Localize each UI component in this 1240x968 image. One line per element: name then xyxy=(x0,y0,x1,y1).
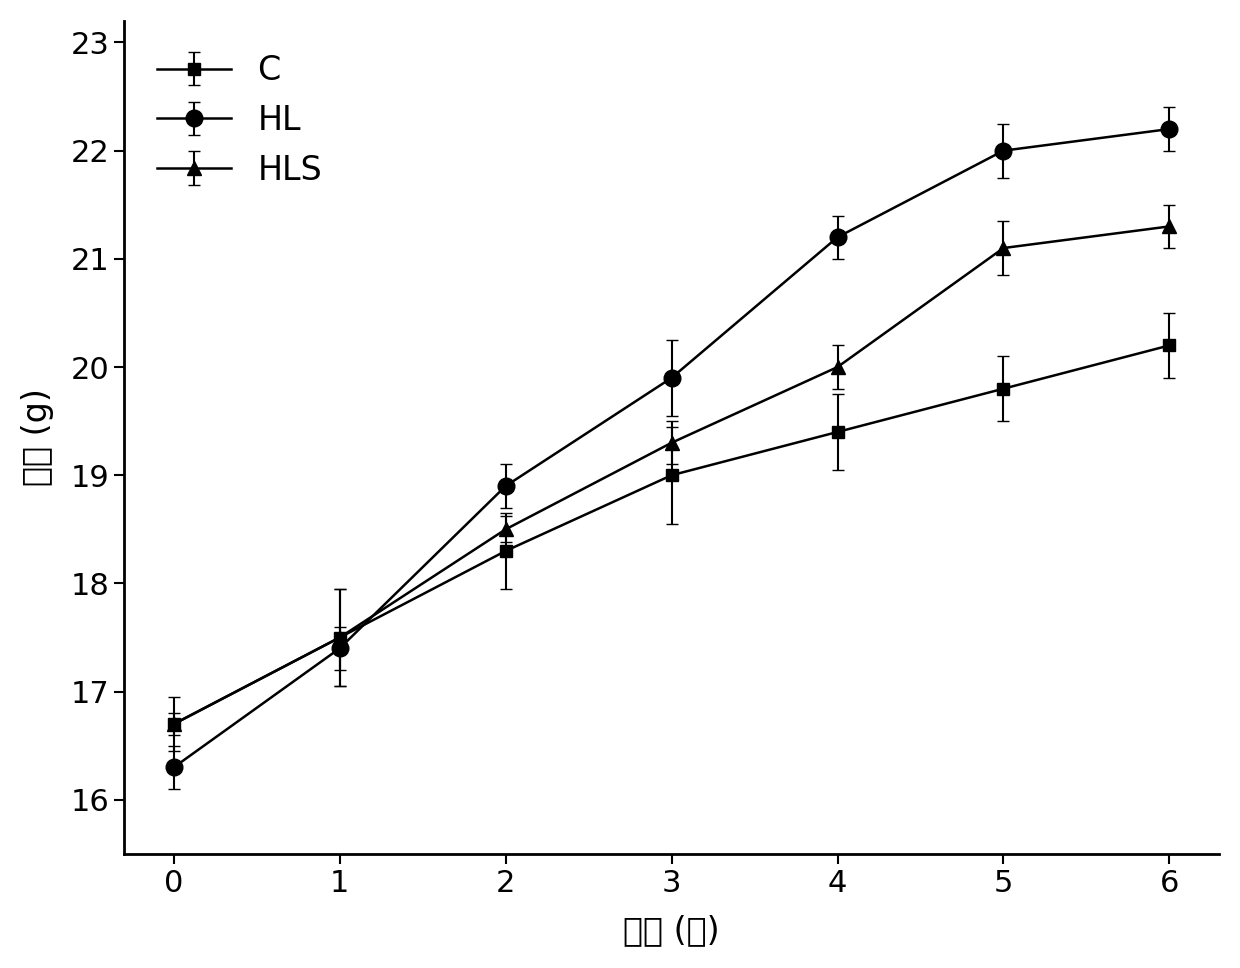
X-axis label: 时间 (周): 时间 (周) xyxy=(624,914,720,947)
Y-axis label: 体重 (g): 体重 (g) xyxy=(21,388,53,486)
Legend: C, HL, HLS: C, HL, HLS xyxy=(140,38,339,203)
